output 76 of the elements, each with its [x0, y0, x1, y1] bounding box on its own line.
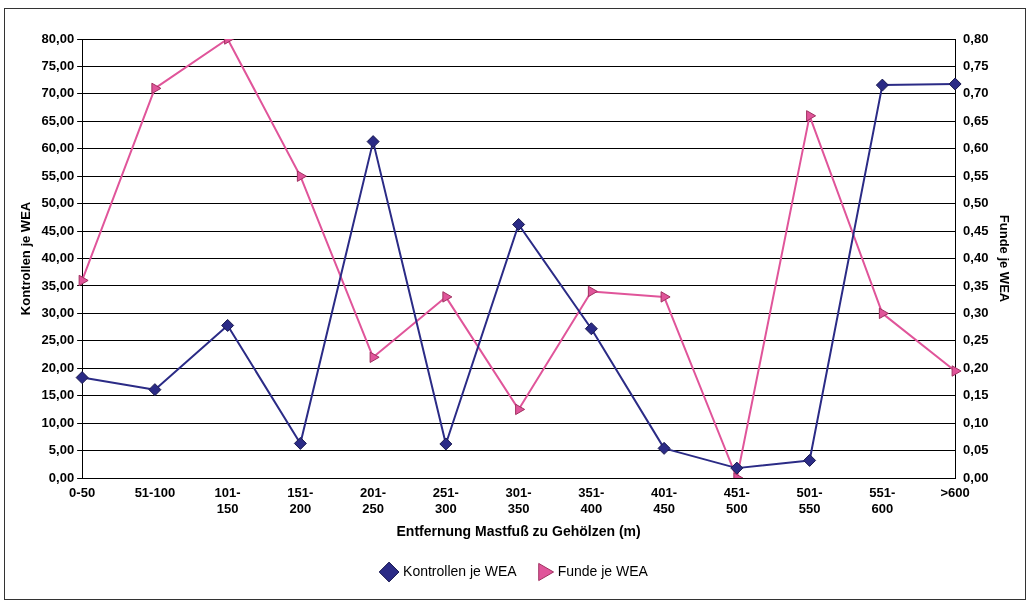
y2-tick-label: 0,10: [963, 414, 989, 430]
y-tick-label: 75,00: [41, 58, 75, 74]
point: [657, 441, 671, 455]
point: [806, 110, 817, 122]
y-tick-label: 45,00: [41, 222, 75, 238]
x-tick-label: 301-350: [505, 485, 532, 516]
y2-tick-label: 0,75: [963, 58, 989, 74]
point: [148, 383, 162, 397]
y2-tick-label: 0,35: [963, 277, 989, 293]
y-tick-label: 40,00: [41, 250, 75, 266]
point: [587, 285, 598, 298]
y-tick-label: 60,00: [41, 140, 75, 156]
point: [878, 307, 889, 320]
point: [951, 365, 962, 377]
y2-axis-title: Funde je WEA: [996, 214, 1012, 303]
y-tick-label: 55,00: [41, 167, 75, 183]
point: [369, 351, 380, 363]
y-tick-label: 15,00: [41, 387, 75, 403]
y-tick-label: 5,00: [48, 442, 75, 458]
point: [366, 135, 380, 149]
legend-label: Funde je WEA: [557, 562, 649, 579]
point: [442, 291, 453, 303]
y2-tick-label: 0,15: [963, 387, 989, 403]
x-tick-label: 401-450: [651, 485, 678, 516]
point: [948, 77, 962, 91]
legend-label: Kontrollen je WEA: [403, 562, 518, 579]
x-tick-label: 0-50: [69, 485, 96, 501]
point: [439, 437, 453, 451]
x-tick-label: 151-200: [287, 485, 314, 516]
point: [515, 403, 526, 416]
x-tick-label: 501-550: [796, 485, 823, 516]
point: [296, 170, 307, 182]
y2-tick-label: 0,65: [963, 112, 989, 128]
x-tick-label: >600: [940, 485, 970, 501]
y-tick-label: 0,00: [48, 469, 75, 485]
y2-tick-label: 0,70: [963, 85, 989, 101]
y-tick-label: 30,00: [41, 304, 75, 320]
point: [512, 217, 526, 231]
y-axis-title: Kontrollen je WEA: [18, 201, 34, 316]
y-tick-label: 10,00: [41, 414, 75, 430]
point: [151, 82, 162, 95]
y-tick-label: 35,00: [41, 277, 75, 293]
y2-tick-label: 0,40: [963, 250, 989, 266]
y-tick-label: 25,00: [41, 332, 75, 348]
y2-tick-label: 0,30: [963, 304, 989, 320]
point: [293, 436, 307, 450]
y-tick-label: 80,00: [41, 30, 75, 46]
point: [221, 318, 235, 332]
y2-tick-label: 0,55: [963, 167, 989, 183]
x-tick-label: 251-300: [432, 485, 459, 516]
point: [803, 453, 817, 467]
x-tick-label: 51-100: [134, 485, 176, 501]
x-tick-label: 351-400: [578, 485, 605, 516]
y2-tick-label: 0,25: [963, 332, 989, 348]
y2-tick-label: 0,60: [963, 140, 989, 156]
y2-tick-label: 0,20: [963, 359, 989, 375]
point: [78, 274, 89, 287]
x-tick-label: 451-500: [723, 485, 750, 516]
y2-tick-label: 0,45: [963, 222, 989, 238]
y-tick-label: 65,00: [41, 112, 75, 128]
x-tick-label: 551-600: [869, 485, 896, 516]
y2-tick-label: 0,00: [963, 469, 989, 485]
y2-tick-label: 0,05: [963, 442, 989, 458]
y-tick-label: 20,00: [41, 359, 75, 375]
x-tick-label: 101-150: [214, 485, 241, 516]
x-tick-label: 201-250: [360, 485, 387, 516]
point: [584, 322, 598, 336]
point: [75, 371, 89, 385]
y-tick-label: 70,00: [41, 85, 75, 101]
y2-tick-label: 0,80: [963, 30, 989, 46]
x-axis-title: Entfernung Mastfuß zu Gehölzen (m): [396, 523, 641, 540]
point: [875, 78, 889, 92]
y2-tick-label: 0,50: [963, 195, 989, 211]
y-tick-label: 50,00: [41, 195, 75, 211]
point: [660, 291, 671, 303]
point: [730, 461, 744, 475]
